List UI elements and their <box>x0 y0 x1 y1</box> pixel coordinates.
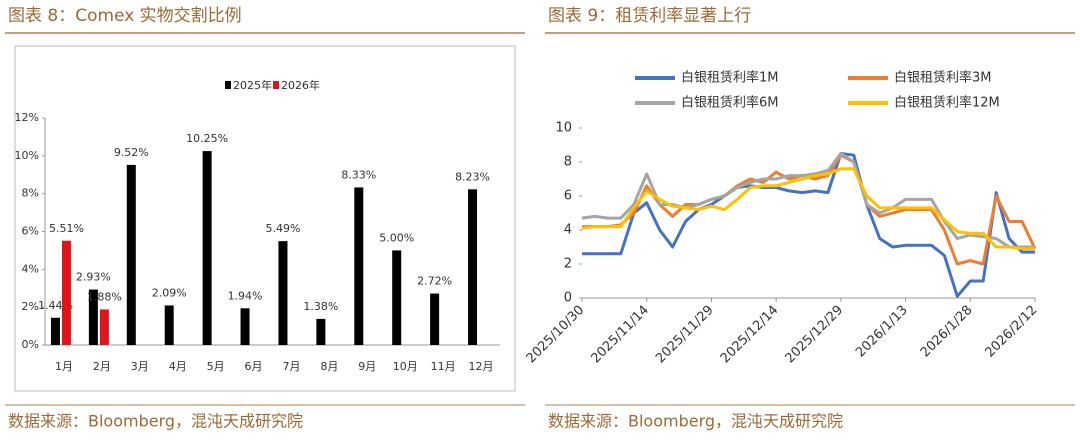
right-source: 数据来源：Bloomberg，混沌天成研究院 <box>548 412 843 431</box>
bar <box>164 305 174 345</box>
left-source: 数据来源：Bloomberg，混沌天成研究院 <box>8 412 303 431</box>
x-tick-label: 11月 <box>431 360 456 373</box>
x-tick-label: 2025/12/29 <box>783 303 847 367</box>
y-tick-label: 10% <box>15 149 39 162</box>
data-label: 5.00% <box>379 231 414 244</box>
data-label: 1.38% <box>303 300 338 313</box>
legend-label: 2026年 <box>281 78 320 92</box>
legend-label: 白银租赁利率6M <box>681 95 779 111</box>
x-tick-label: 2025/10/30 <box>524 303 588 367</box>
bar <box>240 308 250 345</box>
x-tick-label: 2026/2/12 <box>983 303 1041 361</box>
y-tick-label: 12% <box>15 111 39 124</box>
x-tick-label: 2026/1/28 <box>918 303 976 361</box>
legend-swatch <box>225 81 231 89</box>
bar <box>430 293 440 345</box>
x-tick-label: 1月 <box>55 360 73 373</box>
bar <box>392 250 402 345</box>
data-label: 9.52% <box>114 146 149 159</box>
data-label: 1.94% <box>228 289 263 302</box>
legend-label: 白银租赁利率3M <box>894 70 992 86</box>
y-tick-label: 6% <box>22 225 39 238</box>
bar <box>316 318 326 345</box>
left-frame <box>14 45 516 392</box>
legend-label: 2025年 <box>233 78 272 92</box>
y-tick-label: 6 <box>564 189 572 204</box>
y-tick-label: 2% <box>22 300 39 313</box>
bar <box>354 187 364 345</box>
series-line <box>581 167 1035 251</box>
y-tick-label: 4% <box>22 262 39 275</box>
x-tick-label: 2025/12/14 <box>718 303 782 367</box>
legend-label: 白银租赁利率1M <box>681 70 779 86</box>
bar <box>202 151 212 345</box>
bar <box>126 164 136 345</box>
data-label: 10.25% <box>186 132 228 145</box>
x-tick-label: 3月 <box>131 360 149 373</box>
data-label: 5.51% <box>49 222 84 235</box>
x-tick-label: 2026/1/13 <box>853 303 911 361</box>
bar <box>278 241 288 345</box>
x-tick-label: 2月 <box>93 360 111 373</box>
x-tick-label: 2025/11/29 <box>653 303 717 367</box>
legend-swatch <box>273 81 279 89</box>
x-tick-label: 6月 <box>245 360 263 373</box>
x-tick-label: 2025/11/14 <box>588 303 652 367</box>
y-tick-label: 8% <box>22 187 39 200</box>
x-tick-label: 8月 <box>320 360 338 373</box>
legend-label: 白银租赁利率12M <box>894 95 1000 111</box>
right-title: 图表 9：租赁利率显著上行 <box>548 6 751 26</box>
data-label: 2.09% <box>152 286 187 299</box>
x-tick-label: 12月 <box>469 360 494 373</box>
bar <box>468 189 478 345</box>
x-tick-label: 9月 <box>358 360 376 373</box>
y-tick-label: 8 <box>564 155 572 170</box>
bar <box>88 289 98 345</box>
y-tick-label: 0 <box>564 291 572 306</box>
data-label: 5.49% <box>265 222 300 235</box>
y-tick-label: 10 <box>555 121 572 136</box>
bar <box>99 309 109 345</box>
data-label: 2.72% <box>417 275 452 288</box>
x-tick-label: 5月 <box>207 360 225 373</box>
x-tick-label: 4月 <box>169 360 187 373</box>
x-tick-label: 10月 <box>393 360 418 373</box>
bar <box>61 240 71 345</box>
x-tick-label: 7月 <box>282 360 300 373</box>
data-label: 1.88% <box>87 290 122 303</box>
data-label: 2.93% <box>76 271 111 284</box>
y-tick-label: 4 <box>564 223 572 238</box>
left-title: 图表 8：Comex 实物交割比例 <box>8 6 242 26</box>
bar <box>50 317 60 345</box>
data-label: 8.23% <box>455 170 490 183</box>
series-line <box>582 152 1035 298</box>
data-label: 8.33% <box>341 168 376 181</box>
y-tick-label: 2 <box>564 257 572 272</box>
y-tick-label: 0% <box>22 338 39 351</box>
